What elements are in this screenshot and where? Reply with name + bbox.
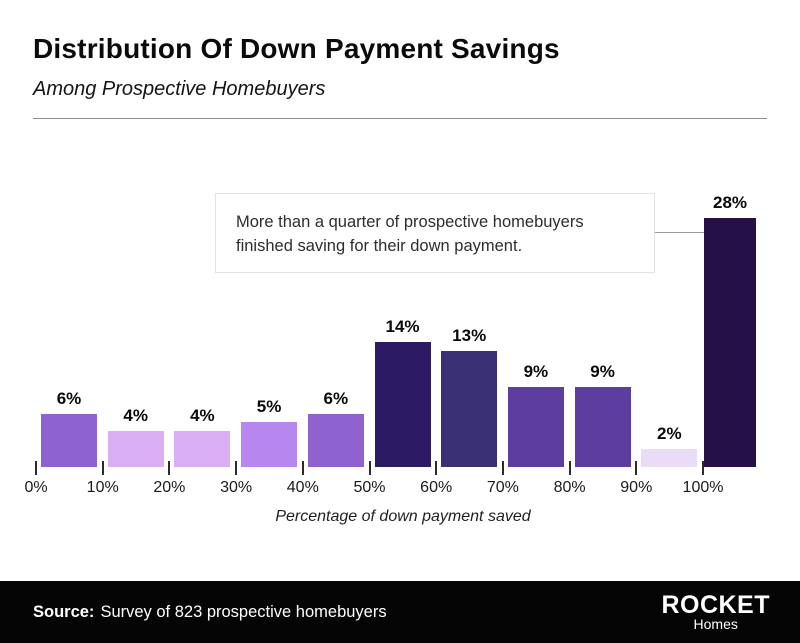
header: Distribution Of Down Payment Savings Amo… [33, 0, 767, 119]
plot-area: 0% 10% 20% 30% 40% 50% 60% 70% 80% 90% 100% 6% 4% 4% 5… [24, 123, 773, 523]
bar [507, 387, 564, 467]
x-axis-tick [168, 461, 171, 475]
x-axis-tick-label: 90% [620, 479, 653, 496]
x-axis-tick [101, 461, 104, 475]
x-axis-tick [368, 461, 371, 475]
x-axis-title: Percentage of down payment saved [275, 508, 531, 525]
rocket-wordmark: ROCKET [661, 590, 770, 619]
x-axis-tick-label: 10% [86, 479, 119, 496]
bar-value-label: 28% [712, 193, 748, 212]
x-axis-tick [35, 461, 37, 475]
bar [174, 431, 231, 467]
bar [574, 387, 631, 467]
footer: Source: Survey of 823 prospective homebuy… [0, 581, 800, 643]
homes-wordmark: Homes [693, 615, 738, 632]
annotation-connector-line [655, 232, 704, 233]
page-subtitle: Among Prospective Homebuyers [33, 78, 326, 100]
x-axis-tick [635, 461, 638, 475]
divider [33, 118, 767, 119]
bar [307, 414, 364, 467]
bar-value-label: 5% [256, 397, 282, 416]
x-axis-tick-label: 30% [220, 479, 253, 496]
bar [41, 414, 97, 467]
bar [107, 431, 164, 467]
annotation-callout: More than a quarter of prospective homeb… [215, 193, 655, 273]
bar [241, 422, 298, 467]
page-title: Distribution Of Down Payment Savings [33, 33, 560, 64]
bar-chart: More than a quarter of prospective homeb… [24, 123, 773, 543]
x-axis-tick [702, 461, 704, 475]
x-axis-tick-label: 50% [353, 479, 386, 496]
x-axis-tick [435, 461, 438, 475]
annotation-text: More than a quarter of prospective homeb… [236, 213, 584, 255]
source-text: Survey of 823 prospective homebuyers [100, 602, 387, 621]
x-axis-tick-label: 0% [24, 479, 48, 496]
bar-value-label: 13% [452, 326, 487, 345]
bar-value-label: 6% [56, 389, 82, 408]
x-axis-tick-label: 60% [420, 479, 453, 496]
bar-value-label: 4% [190, 406, 215, 425]
bar-value-label: 2% [657, 424, 682, 443]
source-note: Source: Survey of 823 prospective homebuy… [33, 603, 387, 622]
bar [641, 449, 698, 467]
bar-value-label: 14% [385, 317, 420, 336]
bar-value-label: 4% [123, 406, 148, 425]
x-axis-tick [235, 461, 238, 475]
bar-value-label: 9% [590, 362, 615, 381]
bar-value-label: 9% [523, 362, 549, 381]
x-axis-tick-label: 20% [153, 479, 186, 496]
x-axis-tick-label: 40% [286, 479, 319, 496]
source-label: Source: [33, 602, 95, 621]
x-axis-tick [501, 461, 504, 475]
x-axis-tick-label: 100% [682, 479, 724, 496]
bar [704, 218, 756, 467]
x-axis-tick [301, 461, 304, 475]
bar-value-label: 6% [323, 389, 349, 408]
x-axis-tick-label: 70% [486, 479, 519, 496]
bar [441, 351, 498, 467]
x-axis-tick [568, 461, 571, 475]
rocket-homes-logo: ROCKET Homes [661, 590, 770, 632]
x-axis-tick-label: 80% [553, 479, 586, 496]
bar [374, 342, 431, 467]
